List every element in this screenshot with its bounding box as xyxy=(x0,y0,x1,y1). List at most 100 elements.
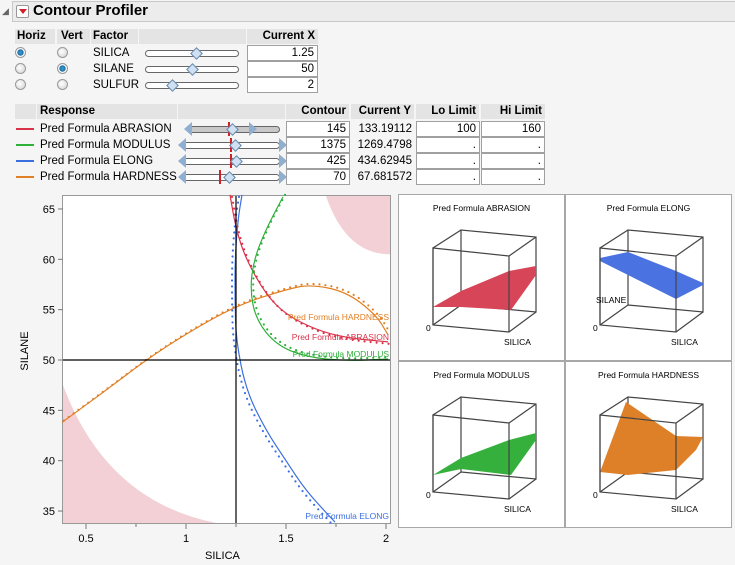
contour-field[interactable]: 145 xyxy=(286,121,350,137)
lo-limit-handle[interactable] xyxy=(178,154,186,168)
header-current-y: Current Y xyxy=(351,104,414,119)
x-axis-label: SILICA xyxy=(671,504,698,514)
cube-edge xyxy=(675,403,704,424)
cube-edge xyxy=(508,478,537,500)
contour-field[interactable]: 70 xyxy=(286,169,350,185)
x-tick-label: 1 xyxy=(183,533,189,545)
surface-plot-3d[interactable] xyxy=(566,195,731,360)
surface-plot-3d[interactable] xyxy=(566,362,731,527)
response-name: Pred Formula ELONG xyxy=(40,155,154,167)
hi-limit-handle[interactable] xyxy=(279,154,287,168)
hi-limit-field[interactable]: . xyxy=(481,153,545,169)
contour-label-abrasion: Pred Formula ABRASION xyxy=(291,332,389,342)
limit-shade-region xyxy=(63,385,216,523)
panel-title: Contour Profiler xyxy=(33,2,148,19)
lo-limit-handle[interactable] xyxy=(184,122,192,136)
horiz-radio-silane[interactable] xyxy=(15,63,26,74)
hi-limit-field[interactable]: 160 xyxy=(481,121,545,137)
lo-limit-field[interactable]: 100 xyxy=(416,121,480,137)
header-hi-limit: Hi Limit xyxy=(481,104,545,119)
factor-name: SULFUR xyxy=(93,79,140,91)
x-tick-label: 0.5 xyxy=(78,533,93,545)
contour-line-modulus xyxy=(250,196,389,361)
y-axis-label: SILANE xyxy=(19,331,31,371)
header-lo-limit: Lo Limit xyxy=(416,104,479,119)
header-current-x: Current X xyxy=(247,29,318,44)
contour-points-modulus xyxy=(252,193,392,360)
cube-edge xyxy=(675,478,704,500)
contour-points-elong xyxy=(230,195,334,526)
current-x-field[interactable]: 2 xyxy=(247,77,318,93)
surface-plot-title: Pred Formula ELONG xyxy=(606,203,691,213)
current-y-value: 133.19112 xyxy=(358,123,412,135)
title-bar xyxy=(12,1,735,22)
contour-label-hardness: Pred Formula HARDNESS xyxy=(287,312,389,322)
response-surface xyxy=(433,433,536,475)
response-name: Pred Formula MODULUS xyxy=(40,139,171,151)
horiz-radio-silica[interactable] xyxy=(15,47,26,58)
contour-points-abrasion xyxy=(230,195,392,345)
red-triangle-menu-icon[interactable] xyxy=(16,5,29,18)
x-axis-label: SILICA xyxy=(504,337,531,347)
header-slider xyxy=(139,29,246,44)
surface-plot-title: Pred Formula MODULUS xyxy=(433,370,530,380)
x-axis-label: SILICA xyxy=(671,337,698,347)
y-tick-label: 50 xyxy=(43,355,55,367)
factor-name: SILANE xyxy=(93,63,134,75)
contour-points-hardness xyxy=(62,282,392,422)
surface-plot-panel[interactable]: Pred Formula MODULUS 0 SILICA xyxy=(398,361,565,528)
factor-name: SILICA xyxy=(93,47,130,59)
response-surface xyxy=(600,402,703,475)
contour-field[interactable]: 1375 xyxy=(286,137,350,153)
current-x-field[interactable]: 1.25 xyxy=(247,45,318,61)
current-y-value: 434.62945 xyxy=(357,155,412,167)
x-axis-label: SILICA xyxy=(205,550,240,562)
vert-radio-silica[interactable] xyxy=(57,47,68,58)
hi-limit-field[interactable]: . xyxy=(481,137,545,153)
surface-plot-title: Pred Formula HARDNESS xyxy=(597,370,700,380)
current-y-value: 67.681572 xyxy=(357,171,412,183)
cube-edge xyxy=(675,236,704,257)
hi-limit-handle[interactable] xyxy=(249,122,257,136)
y-axis-label: SILANE xyxy=(596,295,627,305)
cube-edge xyxy=(432,396,462,492)
surface-plot-panel[interactable]: Pred Formula ABRASION 0 SILICA xyxy=(398,194,565,361)
cube-edge xyxy=(432,229,462,325)
lo-limit-handle[interactable] xyxy=(178,138,186,152)
response-name: Pred Formula HARDNESS xyxy=(40,171,177,183)
axis-zero-label: 0 xyxy=(593,323,598,333)
surface-plot-3d[interactable] xyxy=(399,362,564,527)
y-tick-label: 40 xyxy=(43,456,55,468)
line-color-swatch xyxy=(16,128,34,130)
cube-edge xyxy=(675,311,704,333)
axis-zero-label: 0 xyxy=(593,490,598,500)
contour-line-elong xyxy=(234,194,336,523)
y-tick-label: 60 xyxy=(43,254,55,266)
vert-radio-silane[interactable] xyxy=(57,63,68,74)
x-axis-label: SILICA xyxy=(504,504,531,514)
surface-plot-panel[interactable]: Pred Formula HARDNESS 0 SILICA xyxy=(565,361,732,528)
hi-limit-handle[interactable] xyxy=(279,138,287,152)
hi-limit-field[interactable]: . xyxy=(481,169,545,185)
header-slider xyxy=(178,104,285,119)
surface-plot-panel[interactable]: Pred Formula ELONG 0 SILICA SILANE xyxy=(565,194,732,361)
axis-zero-label: 0 xyxy=(426,323,431,333)
hi-limit-handle[interactable] xyxy=(279,170,287,184)
factor-slider[interactable] xyxy=(145,82,239,89)
cube-edge xyxy=(508,403,537,424)
lo-limit-field[interactable]: . xyxy=(416,169,480,185)
y-tick-label: 55 xyxy=(43,305,55,317)
disclosure-icon[interactable]: ◢ xyxy=(2,6,9,16)
current-x-field[interactable]: 50 xyxy=(247,61,318,77)
lo-limit-handle[interactable] xyxy=(178,170,186,184)
contour-field[interactable]: 425 xyxy=(286,153,350,169)
horiz-radio-sulfur[interactable] xyxy=(15,79,26,90)
header-response: Response xyxy=(37,104,177,119)
surface-plot-title: Pred Formula ABRASION xyxy=(432,203,531,213)
lo-limit-field[interactable]: . xyxy=(416,137,480,153)
lo-limit-field[interactable]: . xyxy=(416,153,480,169)
response-surface xyxy=(600,252,703,299)
surface-plot-3d[interactable] xyxy=(399,195,564,360)
vert-radio-sulfur[interactable] xyxy=(57,79,68,90)
contour-plot[interactable]: 0.5 1 1.5 2 35 40 45 50 55 60 65 xyxy=(0,190,395,565)
